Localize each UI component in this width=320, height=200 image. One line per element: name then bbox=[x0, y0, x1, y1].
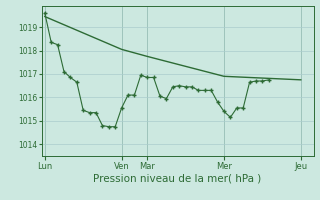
X-axis label: Pression niveau de la mer( hPa ): Pression niveau de la mer( hPa ) bbox=[93, 173, 262, 183]
